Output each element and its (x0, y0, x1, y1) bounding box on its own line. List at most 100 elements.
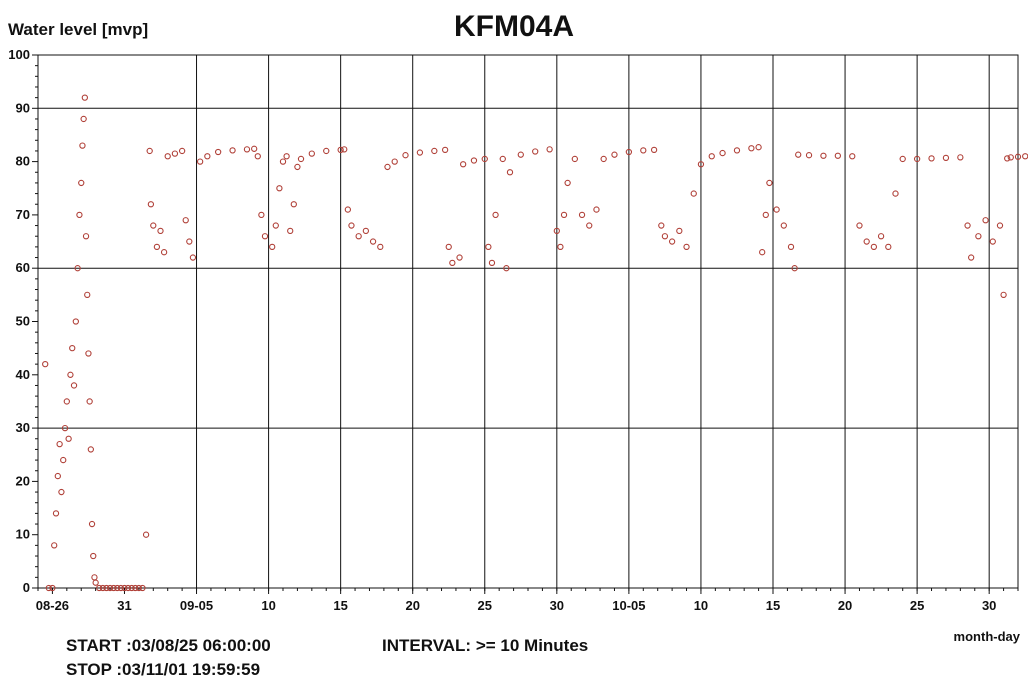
data-point (611, 151, 618, 158)
data-point (571, 155, 578, 163)
data-point (499, 155, 506, 163)
data-point (560, 211, 568, 219)
data-point (88, 520, 96, 528)
data-point (989, 238, 996, 245)
data-point (759, 249, 766, 256)
data-point (294, 163, 301, 171)
data-point (204, 153, 211, 160)
data-point (150, 222, 157, 229)
data-point (369, 238, 377, 245)
data-point (877, 233, 885, 240)
x-tick-label: 30 (982, 598, 996, 613)
data-point (863, 238, 870, 245)
data-point (348, 222, 355, 229)
data-point (795, 151, 802, 158)
data-point (96, 584, 103, 592)
data-point (229, 147, 236, 154)
y-tick-label: 10 (16, 527, 30, 542)
data-point (748, 145, 755, 152)
x-tick-label: 08-26 (36, 598, 69, 613)
data-point (377, 243, 384, 251)
data-point (805, 152, 813, 159)
data-point (92, 579, 99, 586)
data-point (337, 146, 344, 154)
data-point (70, 382, 78, 389)
data-point (593, 206, 600, 213)
data-point (86, 398, 93, 405)
data-point (733, 147, 741, 154)
x-tick-label: 09-05 (180, 598, 213, 613)
data-point (564, 179, 571, 187)
data-point (650, 146, 658, 154)
data-point (690, 190, 697, 197)
y-tick-label: 100 (8, 47, 30, 62)
data-point (65, 435, 72, 442)
x-tick-label: 20 (838, 598, 852, 613)
y-axis-label: Water level [mvp] (8, 20, 149, 39)
data-point (80, 115, 87, 123)
plot-area (37, 54, 1019, 589)
data-point (968, 254, 975, 261)
data-point (56, 440, 63, 448)
data-point (74, 265, 81, 272)
data-point (258, 211, 265, 219)
data-point (279, 158, 287, 165)
data-point (290, 201, 297, 208)
data-point (243, 146, 251, 153)
data-point (276, 185, 283, 192)
data-point (834, 152, 841, 159)
data-point (147, 201, 155, 208)
data-point (362, 227, 370, 235)
data-point (60, 456, 67, 464)
data-point (308, 150, 315, 157)
data-point (69, 344, 76, 352)
data-point (719, 149, 726, 157)
data-point (121, 584, 128, 592)
data-point (975, 233, 982, 240)
data-point (344, 206, 351, 213)
data-point (913, 155, 921, 163)
data-point (957, 154, 964, 161)
data-point (449, 259, 456, 267)
data-point (899, 155, 906, 163)
data-point (391, 158, 398, 165)
data-point (1007, 154, 1014, 161)
data-point (90, 552, 97, 560)
data-point (676, 227, 683, 235)
y-tick-label: 0 (23, 580, 30, 595)
data-point (323, 147, 330, 155)
data-point (402, 152, 409, 159)
data-point (683, 243, 690, 251)
data-point (287, 227, 294, 235)
x-tick-label: 31 (117, 598, 131, 613)
data-point (139, 584, 146, 592)
data-point (76, 211, 83, 219)
x-tick-label: 25 (910, 598, 924, 613)
x-tick-label: 30 (550, 598, 564, 613)
data-point (103, 584, 110, 592)
data-point (586, 222, 593, 229)
data-point (787, 243, 795, 251)
data-point (1000, 291, 1007, 298)
data-point (416, 149, 424, 156)
data-point (153, 243, 161, 251)
data-point (488, 259, 496, 267)
y-tick-label: 60 (16, 260, 30, 275)
data-point (49, 584, 56, 592)
data-point (553, 227, 560, 235)
data-point (82, 233, 90, 240)
data-point (214, 148, 222, 156)
data-point (67, 371, 74, 378)
data-point (708, 153, 715, 160)
data-point (459, 161, 467, 168)
data-point (456, 254, 463, 261)
data-point (625, 148, 633, 156)
start-time-label: START :03/08/25 06:00:00 (66, 636, 271, 655)
x-tick-label: 10-05 (612, 598, 645, 613)
data-point (160, 249, 168, 256)
data-point (124, 584, 132, 592)
data-point (1014, 153, 1022, 160)
data-point (942, 154, 950, 162)
x-tick-label: 25 (478, 598, 492, 613)
data-point (658, 222, 665, 229)
